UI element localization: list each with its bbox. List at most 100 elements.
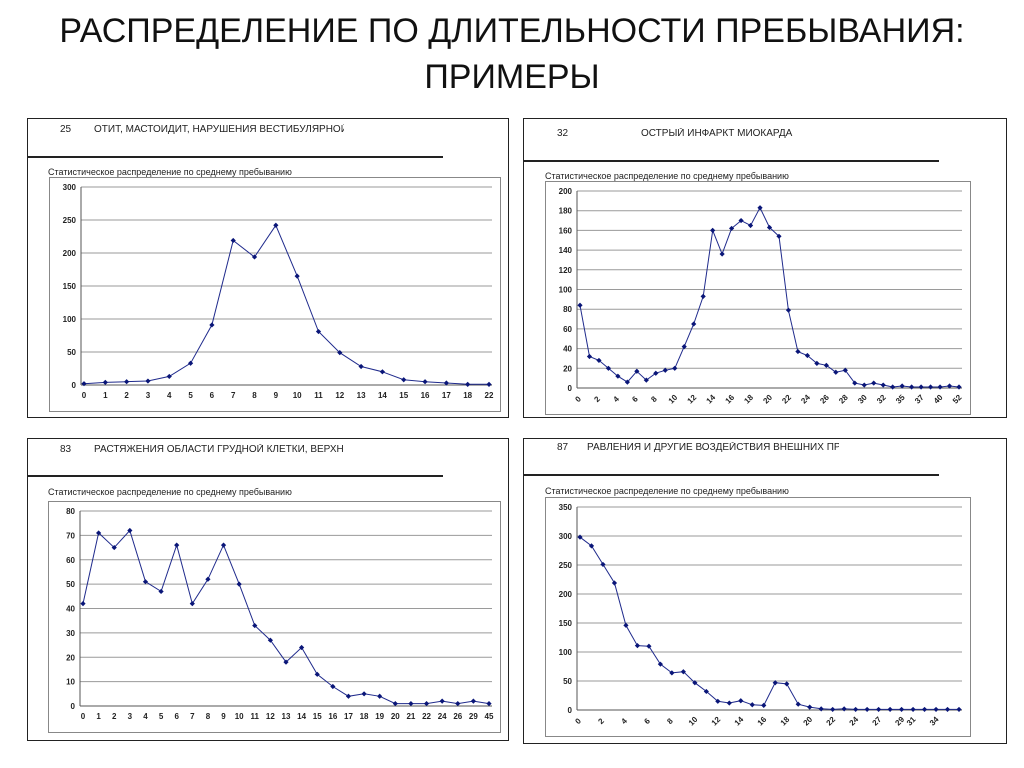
chart-subtitle: Статистическое распределение по среднему… [545, 171, 789, 181]
x-tick-label: 4 [619, 716, 629, 726]
series-line [579, 536, 959, 710]
data-point [408, 700, 414, 707]
x-tick-label: 5 [159, 712, 164, 721]
x-tick-label: 24 [438, 712, 447, 721]
x-tick-label: 0 [573, 394, 583, 404]
x-tick-label: 18 [742, 393, 755, 406]
data-point [611, 580, 618, 586]
x-tick-label: 15 [399, 391, 408, 400]
x-tick-label: 24 [799, 393, 812, 406]
data-point [102, 379, 108, 385]
y-tick-label: 140 [559, 246, 573, 255]
x-tick-label: 0 [573, 716, 583, 726]
x-tick-label: 52 [951, 393, 964, 406]
x-tick-label: 20 [391, 712, 400, 721]
data-point [766, 224, 773, 231]
slide-title-line-1: РАСПРЕДЕЛЕНИЕ ПО ДЛИТЕЛЬНОСТИ ПРЕБЫВАНИЯ… [59, 12, 965, 50]
data-point [830, 706, 836, 713]
data-point [871, 380, 877, 386]
data-point [719, 251, 725, 257]
data-point [804, 352, 810, 359]
data-point [187, 360, 194, 366]
x-tick-label: 24 [848, 715, 861, 728]
data-point [691, 321, 697, 327]
data-point [757, 205, 763, 211]
x-tick-label: 27 [871, 715, 884, 728]
chart-panel-83: 83 РАСТЯЖЕНИЯ ОБЛАСТИ ГРУДНОЙ КЛЕТКИ, ВЕ… [27, 438, 509, 741]
header-rule [28, 156, 443, 158]
drg-code: 83 [60, 444, 72, 455]
y-tick-label: 100 [559, 648, 573, 657]
y-tick-label: 20 [563, 364, 572, 373]
chart-subtitle: Статистическое распределение по среднему… [48, 487, 292, 497]
x-tick-label: 3 [146, 391, 151, 400]
plot-area: 0 50 100 150 200 250 300 350 0 2 4 6 8 10 12 14 16 18 20 22… [545, 497, 971, 737]
data-point [209, 322, 215, 328]
y-tick-label: 200 [63, 249, 77, 258]
slide-title-line-2: ПРИМЕРЫ [424, 58, 600, 96]
y-tick-label: 250 [559, 561, 573, 570]
x-tick-label: 12 [266, 712, 275, 721]
data-point [486, 381, 492, 387]
data-point [956, 706, 962, 713]
data-point [314, 671, 320, 677]
data-point [577, 302, 583, 308]
x-tick-label: 22 [780, 393, 793, 406]
data-point [747, 222, 754, 229]
y-tick-label: 40 [563, 345, 572, 354]
drg-title: РАВЛЕНИЯ И ДРУГИЕ ВОЗДЕЙСТВИЯ ВНЕШНИХ ПР… [587, 442, 839, 453]
x-tick-label: 14 [733, 715, 746, 728]
x-tick-label: 28 [837, 393, 850, 406]
data-point [880, 382, 886, 388]
data-point [470, 698, 476, 704]
y-tick-label: 150 [559, 619, 573, 628]
x-tick-label: 7 [190, 712, 195, 721]
plot-area: 0 50 100 150 200 250 300 0 1 2 3 4 5 6 7 8 9 10 11 12 13 14 15… [49, 177, 501, 412]
y-tick-label: 180 [559, 207, 573, 216]
data-point [890, 384, 896, 390]
data-point [876, 706, 882, 713]
data-point [937, 384, 943, 390]
x-tick-label: 30 [856, 393, 869, 406]
chart-subtitle: Статистическое распределение по среднему… [545, 486, 789, 496]
data-point [80, 601, 86, 607]
data-point [127, 527, 133, 534]
data-point [220, 542, 227, 548]
slide-title: РАСПРЕДЕЛЕНИЕ ПО ДЛИТЕЛЬНОСТИ ПРЕБЫВАНИЯ… [0, 8, 1024, 100]
data-point [230, 237, 236, 244]
y-tick-label: 60 [66, 556, 75, 565]
data-point [379, 369, 386, 375]
x-tick-label: 9 [221, 712, 226, 721]
y-tick-label: 50 [66, 580, 75, 589]
x-tick-label: 22 [485, 391, 494, 400]
data-point [700, 293, 706, 299]
data-point [899, 383, 905, 389]
y-tick-label: 300 [559, 532, 573, 541]
x-tick-label: 4 [167, 391, 172, 400]
data-point [672, 365, 678, 371]
drg-title: ОСТРЫЙ ИНФАРКТ МИОКАРДА [641, 128, 793, 139]
x-tick-label: 9 [274, 391, 279, 400]
y-tick-label: 0 [71, 702, 76, 711]
data-point [81, 381, 87, 387]
chart-panel-32: 32 ОСТРЫЙ ИНФАРКТ МИОКАРДА Статистическо… [523, 118, 1007, 418]
data-point [818, 706, 824, 712]
data-point [600, 561, 606, 568]
y-tick-label: 50 [67, 348, 76, 357]
drg-code: 32 [557, 128, 569, 139]
data-point [864, 706, 870, 713]
data-point [586, 353, 593, 360]
x-tick-label: 16 [421, 391, 430, 400]
chart-subtitle: Статистическое распределение по среднему… [48, 167, 292, 177]
data-point [852, 380, 858, 386]
y-tick-label: 120 [559, 266, 573, 275]
x-tick-label: 2 [124, 391, 129, 400]
x-tick-label: 16 [724, 393, 737, 406]
x-tick-label: 26 [453, 712, 462, 721]
x-tick-label: 16 [328, 712, 337, 721]
x-tick-label: 18 [463, 391, 472, 400]
x-tick-label: 17 [442, 391, 451, 400]
